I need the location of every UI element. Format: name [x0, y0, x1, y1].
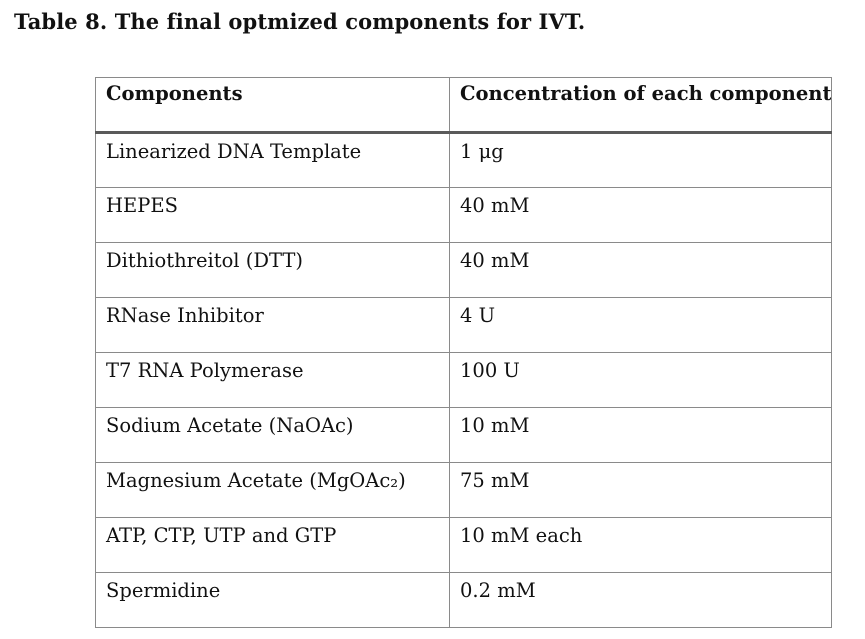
table-row: T7 RNA Polymerase 100 U [95, 352, 832, 408]
table-row: Sodium Acetate (NaOAc) 10 mM [95, 407, 832, 463]
table-row: Linearized DNA Template 1 μg [95, 132, 832, 188]
component-cell: ATP, CTP, UTP and GTP [95, 517, 450, 573]
component-cell: Dithiothreitol (DTT) [95, 242, 450, 298]
concentration-cell: 0.2 mM [449, 572, 832, 628]
component-cell: Sodium Acetate (NaOAc) [95, 407, 450, 463]
components-table: Components Concentration of each compone… [95, 77, 832, 628]
component-cell: HEPES [95, 187, 450, 243]
component-cell: Spermidine [95, 572, 450, 628]
table-row: RNase Inhibitor 4 U [95, 297, 832, 353]
concentration-cell: 100 U [449, 352, 832, 408]
table-row: Magnesium Acetate (MgOAc₂) 75 mM [95, 462, 832, 518]
table-header-row: Components Concentration of each compone… [95, 77, 832, 134]
concentration-cell: 75 mM [449, 462, 832, 518]
concentration-cell: 4 U [449, 297, 832, 353]
table-row: HEPES 40 mM [95, 187, 832, 243]
table-caption: Table 8. The final optmized components f… [14, 9, 586, 34]
concentration-cell: 40 mM [449, 242, 832, 298]
table-row: ATP, CTP, UTP and GTP 10 mM each [95, 517, 832, 573]
concentration-cell: 10 mM each [449, 517, 832, 573]
header-concentration: Concentration of each component [449, 77, 832, 134]
component-cell: T7 RNA Polymerase [95, 352, 450, 408]
concentration-cell: 40 mM [449, 187, 832, 243]
table-row: Dithiothreitol (DTT) 40 mM [95, 242, 832, 298]
concentration-cell: 10 mM [449, 407, 832, 463]
component-cell: Magnesium Acetate (MgOAc₂) [95, 462, 450, 518]
header-components: Components [95, 77, 450, 134]
concentration-cell: 1 μg [449, 132, 832, 188]
table-row: Spermidine 0.2 mM [95, 572, 832, 628]
component-cell: Linearized DNA Template [95, 132, 450, 188]
component-cell: RNase Inhibitor [95, 297, 450, 353]
